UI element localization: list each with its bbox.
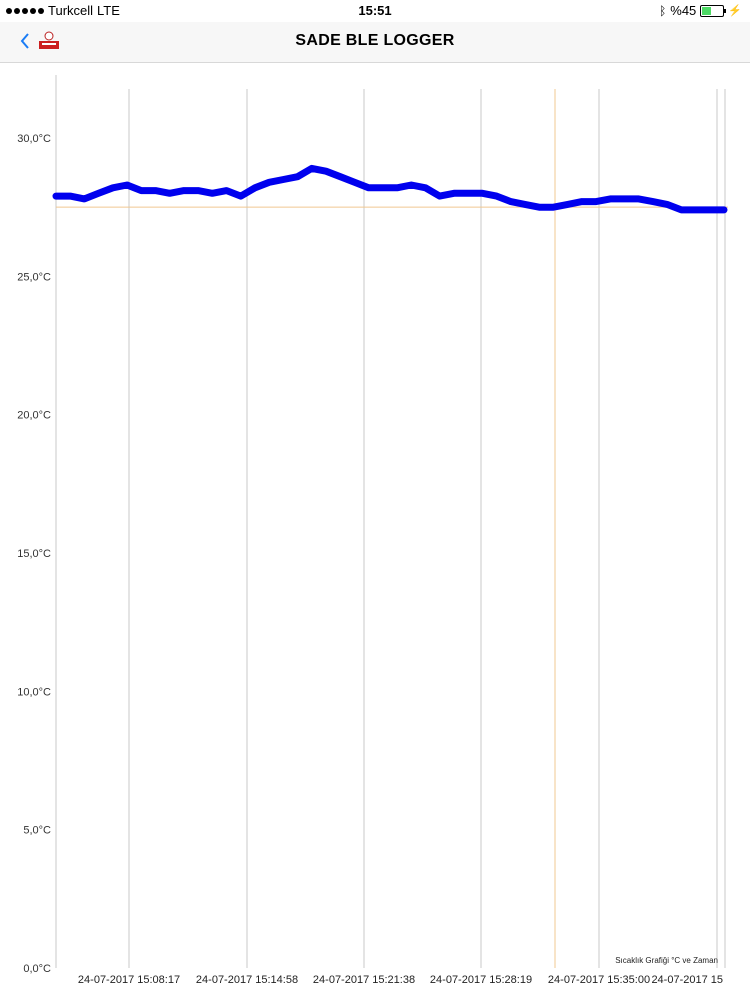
chart-caption: Sıcaklık Grafiği °C ve Zaman xyxy=(615,956,718,965)
battery-fill xyxy=(702,6,712,15)
y-tick-label: 10,0°C xyxy=(17,686,51,698)
y-tick-label: 30,0°C xyxy=(17,133,51,145)
y-axis-ticks: 0,0°C 5,0°C 10,0°C 15,0°C 20,0°C 25,0°C 30,0°C xyxy=(17,133,51,975)
bluetooth-icon: ᛒ xyxy=(659,3,667,18)
battery-icon xyxy=(700,4,727,17)
y-tick-label: 20,0°C xyxy=(17,410,51,422)
back-button[interactable] xyxy=(18,28,38,54)
carrier-label: Turkcell xyxy=(48,3,94,18)
status-right: ᛒ %45 ⚡ xyxy=(659,3,742,18)
x-axis-ticks: 24-07-2017 15:08:17 24-07-2017 15:14:58 24… xyxy=(78,974,723,986)
status-time: 15:51 xyxy=(358,3,392,18)
y-tick-label: 5,0°C xyxy=(23,825,51,837)
x-tick-label: 24-07-2017 15:35:00 xyxy=(548,974,650,986)
charging-icon: ⚡ xyxy=(728,5,742,17)
y-tick-label: 25,0°C xyxy=(17,271,51,283)
y-tick-label: 15,0°C xyxy=(17,548,51,560)
page-title: SADE BLE LOGGER xyxy=(295,32,455,49)
temperature-chart: 0,0°C 5,0°C 10,0°C 15,0°C 20,0°C 25,0°C 30,0°C… xyxy=(17,75,728,986)
x-tick-label: 24-07-2017 15 xyxy=(651,974,723,986)
signal-strength-icon xyxy=(6,7,44,14)
x-tick-label: 24-07-2017 15:28:19 xyxy=(430,974,532,986)
chart-grid xyxy=(55,75,726,968)
chevron-left-icon xyxy=(20,33,29,49)
navigation-bar: SADE BLE LOGGER xyxy=(0,22,750,63)
status-bar: Turkcell LTE 15:51 ᛒ %45 ⚡ xyxy=(0,0,750,22)
x-tick-label: 24-07-2017 15:08:17 xyxy=(78,974,180,986)
x-tick-label: 24-07-2017 15:21:38 xyxy=(313,974,415,986)
app-logo-icon xyxy=(38,31,60,51)
x-tick-label: 24-07-2017 15:14:58 xyxy=(196,974,298,986)
network-label: LTE xyxy=(97,3,120,18)
y-tick-label: 0,0°C xyxy=(23,963,51,975)
series-line xyxy=(52,164,728,214)
battery-percent: %45 xyxy=(670,3,697,18)
status-left: Turkcell LTE xyxy=(6,3,120,18)
